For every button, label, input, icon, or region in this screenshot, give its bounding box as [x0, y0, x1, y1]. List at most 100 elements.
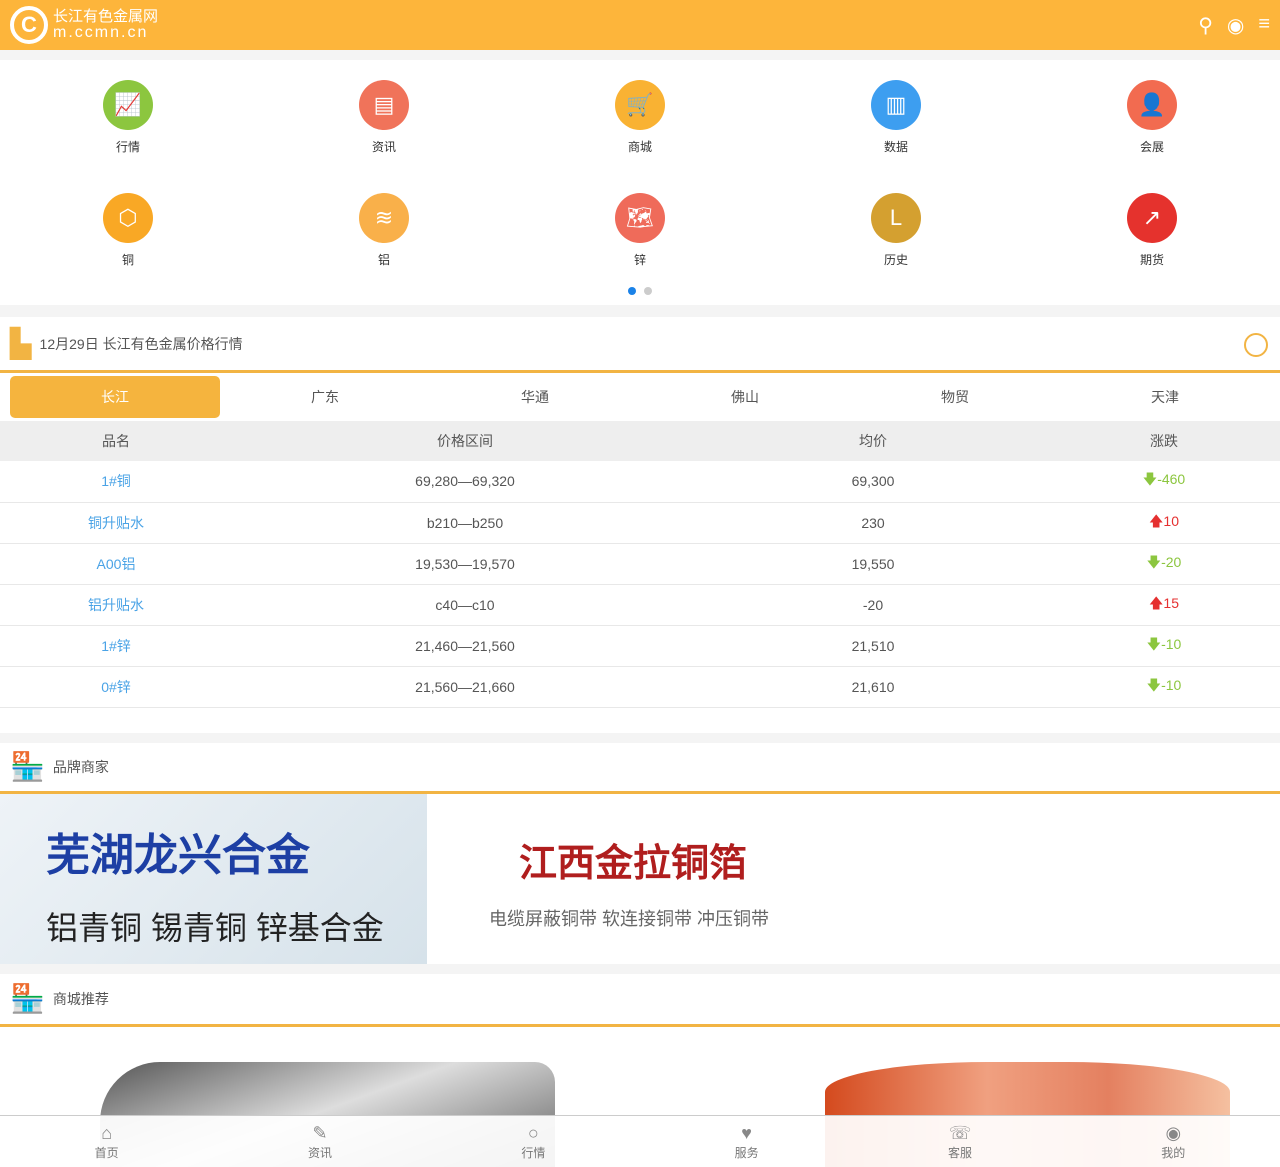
table-row: 1#锌 21,460—21,560 21,510 🡇-10 — [0, 625, 1280, 667]
brand-banner-wuhu[interactable]: 芜湖龙兴合金 铝青铜 锡青铜 锌基合金 — [0, 793, 427, 964]
nav-label: 行情 — [521, 1146, 546, 1160]
nav-item[interactable]: ☏ 客服 — [853, 1116, 1066, 1167]
tab-region[interactable]: 长江 — [10, 376, 220, 418]
column-header: 价格区间 — [232, 421, 698, 461]
site-domain: m.ccmn.cn — [53, 24, 149, 41]
grid-item-label: 锌 — [633, 253, 646, 267]
price-section: ▙ 12月29日 长江有色金属价格行情 长江 广东 华通 佛山 物贸 天津 品名 价格区间均… — [0, 317, 1280, 733]
arrow-down-icon: 🡇 — [1146, 635, 1162, 652]
product-name-link[interactable]: 1#铜 — [0, 461, 232, 503]
grid-item-label: 行情 — [115, 140, 140, 154]
clock-icon[interactable] — [1244, 333, 1268, 357]
table-row: 铝升贴水 c40—c10 -20 🡅15 — [0, 584, 1280, 626]
brand-section: 🏪 品牌商家 芜湖龙兴合金 铝青铜 锡青铜 锌基合金 江西金拉铜箔 电缆屏蔽铜带… — [0, 742, 1280, 964]
tab-region[interactable]: 天津 — [1151, 389, 1179, 405]
price-range: c40—c10 — [232, 584, 698, 626]
price-range: 21,560—21,660 — [232, 666, 698, 708]
price-change: 🡇-10 — [1048, 625, 1280, 667]
grid-item[interactable]: ≋ 铝 — [324, 193, 444, 268]
product-name-link[interactable]: 0#锌 — [0, 666, 232, 708]
mall-section-title: 商城推荐 — [52, 990, 109, 1007]
home-icon: ⌂ — [101, 1123, 113, 1143]
price-change: 🡇-10 — [1048, 666, 1280, 708]
shop-icon: 🏪 — [10, 983, 45, 1014]
nav-item[interactable]: ○ 行情 — [427, 1116, 640, 1167]
price-range: 21,460—21,560 — [232, 625, 698, 667]
search-icon: ○ — [527, 1123, 539, 1143]
product-name-link[interactable]: 铜升贴水 — [0, 502, 232, 544]
price-table: 品名 价格区间 均价 涨跌 1#铜 69,280—69,320 69,300 🡇-46… — [0, 421, 1280, 708]
table-row: 0#锌 21,560—21,660 21,610 🡇-10 — [0, 666, 1280, 708]
tab-region[interactable]: 华通 — [521, 389, 549, 405]
tab-region[interactable]: 物贸 — [941, 389, 969, 405]
price-change: 🡅15 — [1048, 584, 1280, 626]
avg-price: 69,300 — [698, 461, 1048, 503]
grid-item-label: 历史 — [883, 253, 908, 267]
brand-banner-jiangxi[interactable]: 江西金拉铜箔 电缆屏蔽铜带 软连接铜带 冲压铜带 — [427, 794, 1280, 964]
site-logo-text[interactable]: 长江有色金属网 m.ccmn.cn — [53, 9, 158, 41]
pager-dot[interactable] — [644, 287, 652, 295]
user-icon: ◉ — [1165, 1123, 1182, 1143]
nav-item[interactable]: ⌂ 首页 — [0, 1116, 213, 1167]
logo[interactable]: C — [10, 6, 48, 44]
grid-item[interactable]: L 历史 — [836, 193, 956, 268]
nav-label: 资讯 — [307, 1146, 332, 1160]
user-icon[interactable]: ◉ — [1226, 14, 1245, 37]
grid-item-label: 资讯 — [371, 140, 396, 154]
brand-name: 江西金拉铜箔 — [519, 842, 748, 885]
grid-item[interactable]: ▤ 资讯 — [324, 80, 444, 155]
layers-icon: ≋ — [359, 193, 409, 243]
brand-section-title: 品牌商家 — [52, 758, 109, 775]
hexagon-icon: ⬡ — [103, 193, 153, 243]
price-range: 19,530—19,570 — [232, 543, 698, 585]
nav-item[interactable]: ♥ 服务 — [640, 1116, 853, 1167]
change-value: 10 — [1163, 512, 1179, 529]
search-icon[interactable]: ⚲ — [1198, 14, 1213, 37]
avg-price: 21,610 — [698, 666, 1048, 708]
pager-dot-active[interactable] — [628, 287, 636, 295]
heart-icon: ♥ — [741, 1123, 752, 1143]
menu-icon[interactable]: ≡ — [1258, 12, 1270, 35]
grid-item[interactable]: ⬡ 铜 — [68, 193, 188, 268]
grid-item-label: 铝 — [377, 253, 390, 267]
nav-label: 首页 — [94, 1146, 119, 1160]
edit-icon: ✎ — [312, 1123, 328, 1143]
grid-item-label: 数据 — [883, 140, 908, 154]
tab-region[interactable]: 广东 — [311, 389, 339, 405]
price-section-title: 12月29日 长江有色金属价格行情 — [39, 335, 243, 352]
price-change: 🡇-20 — [1048, 543, 1280, 585]
bar-chart-icon: ▥ — [871, 80, 921, 130]
grid-item-label: 会展 — [1139, 140, 1164, 154]
grid-item[interactable]: 🛒 商城 — [580, 80, 700, 155]
nav-item[interactable]: ✎ 资讯 — [213, 1116, 426, 1167]
trend-up-icon: ↗ — [1127, 193, 1177, 243]
header: C 长江有色金属网 m.ccmn.cn ⚲ ◉ ≡ — [0, 0, 1280, 50]
table-row: 1#铜 69,280—69,320 69,300 🡇-460 — [0, 461, 1280, 503]
grid-item[interactable]: ▥ 数据 — [836, 80, 956, 155]
grid-item[interactable]: 👤 会展 — [1092, 80, 1212, 155]
phone-icon: ☏ — [948, 1123, 972, 1143]
product-name-link[interactable]: 1#锌 — [0, 625, 232, 667]
column-header: 涨跌 — [1048, 421, 1280, 461]
grid-item[interactable]: 📈 行情 — [68, 80, 188, 155]
product-name-link[interactable]: 铝升贴水 — [0, 584, 232, 626]
product-name-link[interactable]: A00铝 — [0, 543, 232, 585]
tab-region[interactable]: 佛山 — [731, 389, 759, 405]
nav-item[interactable]: ◉ 我的 — [1067, 1116, 1280, 1167]
column-header: 品名 — [0, 421, 232, 461]
nav-label: 服务 — [734, 1146, 759, 1160]
arrow-up-icon: 🡅 — [1149, 512, 1164, 529]
category-grid: 📈 行情 ▤ 资讯 🛒 商城 ▥ 数据 👤 会展 ⬡ 铜 ≋ 铝 🗺 锌 L 历史 ↗ 期货 — [0, 60, 1280, 305]
cart-icon: 🛒 — [615, 80, 665, 130]
table-row: A00铝 19,530—19,570 19,550 🡇-20 — [0, 543, 1280, 585]
grid-item[interactable]: ↗ 期货 — [1092, 193, 1212, 268]
price-section-header: ▙ 12月29日 长江有色金属价格行情 — [0, 317, 1280, 373]
shop-icon: 🏪 — [10, 751, 45, 782]
region-tabs: 长江 广东 华通 佛山 物贸 天津 — [0, 373, 1280, 421]
grid-item[interactable]: 🗺 锌 — [580, 193, 700, 268]
bar-chart-icon: ▙ — [10, 328, 32, 359]
pager-dots[interactable] — [628, 287, 652, 295]
change-value: -10 — [1161, 635, 1182, 652]
grid-item-label: 期货 — [1139, 253, 1164, 267]
change-value: -460 — [1157, 471, 1186, 488]
